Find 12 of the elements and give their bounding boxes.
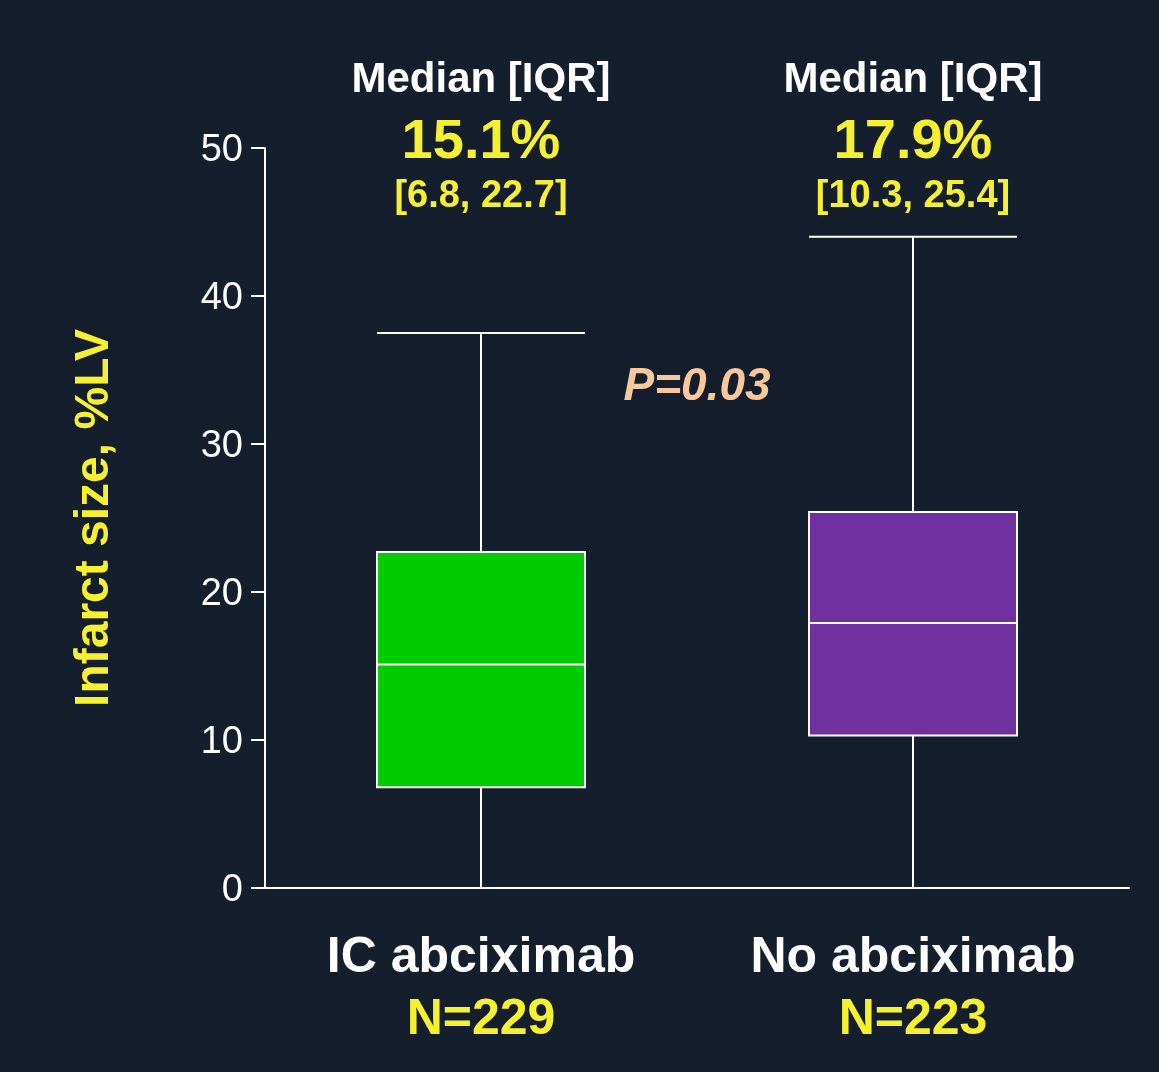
x-tick-label: IC abciximab N=229 [326, 927, 636, 1045]
annotation: P=0.03 [623, 358, 771, 410]
y-tick-label: 50 [200, 127, 243, 169]
y-axis-title: Infarct size, %LV [64, 329, 118, 707]
y-tick-label: 10 [200, 719, 243, 761]
y-tick-label: 20 [200, 571, 243, 613]
annotation: Median [IQR] 17.9% [10.3, 25.4] [783, 53, 1043, 215]
y-tick-label: 40 [200, 275, 243, 317]
annotation: Median [IQR] 15.1% [6.8, 22.7] [351, 53, 611, 215]
x-tick-label: No abciximab N=223 [750, 927, 1076, 1045]
y-tick-label: 0 [221, 867, 243, 909]
y-tick-label: 30 [200, 423, 243, 465]
